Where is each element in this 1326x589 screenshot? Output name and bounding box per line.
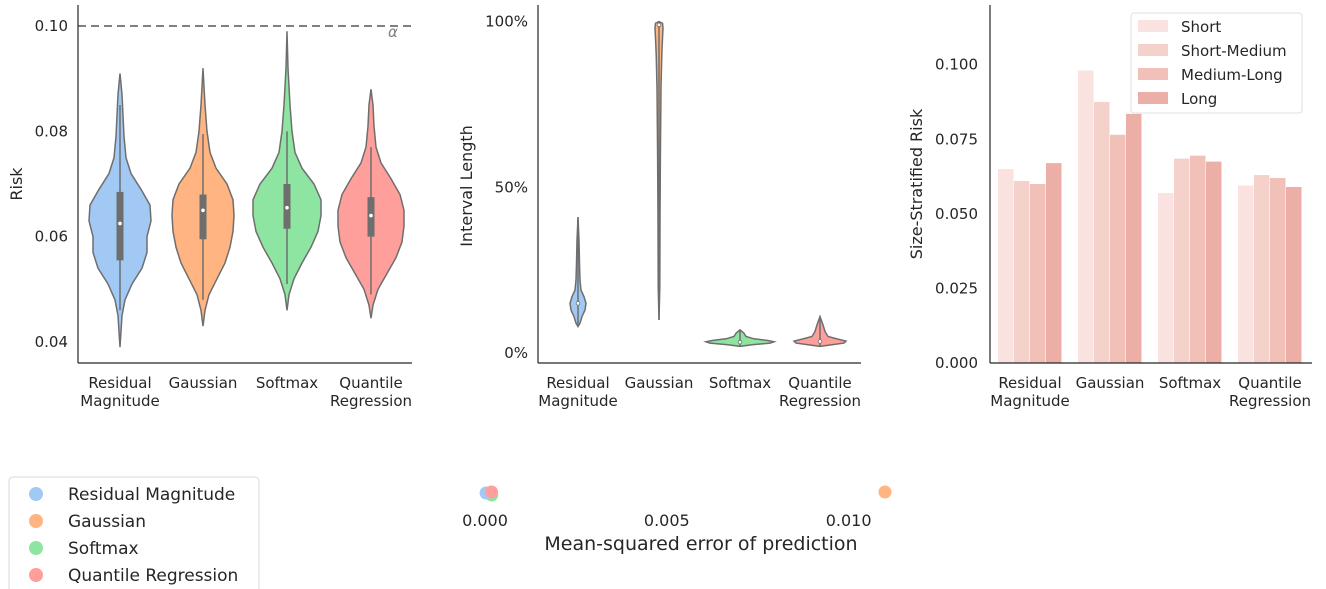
y-axis-label: Size-Stratified Risk [907, 108, 926, 259]
method-legend-box [8, 476, 260, 589]
y-tick-label: 0.08 [35, 122, 68, 140]
x-tick-label: Magnitude [990, 392, 1069, 410]
y-tick-label: 0.075 [935, 130, 978, 148]
violin-median-dot [737, 339, 743, 345]
x-tick-label: Residual [546, 374, 609, 392]
bar-short [998, 169, 1014, 363]
violin-iqr-box [116, 191, 124, 261]
legend-marker [29, 487, 43, 501]
y-tick-label: 50% [495, 178, 528, 196]
legend-label: Long [1181, 90, 1217, 108]
x-tick-label: Gaussian [625, 374, 694, 392]
legend-label: Short [1181, 18, 1221, 36]
bar-medium-long [1190, 155, 1206, 363]
y-tick-label: 0.025 [935, 279, 978, 297]
violin-median-dot [817, 339, 823, 344]
x-tick-label: Residual [88, 374, 151, 392]
y-tick-label: 0.04 [35, 333, 68, 351]
violin-median-dot [118, 221, 122, 226]
legend-label: Medium-Long [1181, 66, 1283, 84]
violin-median-dot [656, 22, 662, 28]
x-tick-label: Softmax [709, 374, 771, 392]
violin-median-dot [369, 213, 373, 218]
y-axis-label: Risk [7, 167, 26, 201]
bar-legend-box [1130, 12, 1303, 114]
legend-swatch [1138, 68, 1168, 80]
bar-short-medium [1174, 158, 1190, 363]
y-tick-label: 0.000 [935, 354, 978, 372]
x-tick-label: 0.005 [644, 511, 690, 530]
bar-medium-long [1030, 184, 1046, 363]
bar-long [1046, 163, 1062, 363]
bar-short [1078, 70, 1094, 363]
bar-short [1238, 185, 1254, 363]
x-tick-label: Regression [1229, 392, 1311, 410]
x-tick-label: Softmax [256, 374, 318, 392]
legend-swatch [1138, 20, 1168, 32]
x-tick-label: Gaussian [1076, 374, 1145, 392]
x-tick-label: Quantile [788, 374, 851, 392]
y-tick-label: 0.050 [935, 205, 978, 223]
bar-long [1286, 186, 1302, 363]
legend-label: Short-Medium [1181, 42, 1287, 60]
violin-median-dot [201, 208, 205, 213]
x-tick-label: Gaussian [169, 374, 238, 392]
legend-label: Gaussian [68, 512, 146, 532]
x-tick-label: Quantile [339, 374, 402, 392]
bar-short [1158, 192, 1174, 363]
bar-long [1206, 161, 1222, 363]
x-axis-label: Mean-squared error of prediction [544, 533, 857, 555]
violin-median-dot [285, 205, 289, 210]
legend-label: Quantile Regression [68, 566, 238, 586]
y-tick-label: 0.10 [35, 17, 68, 35]
y-axis-label: Interval Length [457, 125, 476, 247]
x-tick-label: Regression [779, 392, 861, 410]
x-tick-label: 0.010 [826, 511, 872, 530]
y-tick-label: 100% [485, 13, 528, 31]
x-tick-label: Softmax [1159, 374, 1221, 392]
x-tick-label: Magnitude [80, 392, 159, 410]
x-tick-label: Residual [998, 374, 1061, 392]
bar-medium-long [1110, 134, 1126, 363]
bar-short-medium [1254, 175, 1270, 363]
legend-label: Softmax [68, 539, 139, 559]
x-tick-label: Magnitude [538, 392, 617, 410]
bar-medium-long [1270, 178, 1286, 363]
scatter-point [485, 485, 499, 499]
bar-short-medium [1094, 101, 1110, 363]
bar-long [1126, 113, 1142, 364]
y-tick-label: 0.06 [35, 228, 68, 246]
y-tick-label: 0% [504, 344, 528, 362]
alpha-label: α [388, 23, 398, 41]
violin-iqr-box [199, 194, 207, 240]
legend-swatch [1138, 92, 1168, 104]
bar-short-medium [1014, 181, 1030, 363]
legend-marker [29, 541, 43, 555]
legend-label: Residual Magnitude [68, 485, 235, 505]
y-tick-label: 0.100 [935, 56, 978, 74]
legend-swatch [1138, 44, 1168, 56]
legend-marker [29, 514, 43, 528]
x-tick-label: 0.000 [462, 511, 508, 530]
legend-marker [29, 568, 43, 582]
x-tick-label: Quantile [1238, 374, 1301, 392]
scatter-point [878, 485, 892, 499]
x-tick-label: Regression [330, 392, 412, 410]
violin-median-dot [575, 301, 581, 306]
